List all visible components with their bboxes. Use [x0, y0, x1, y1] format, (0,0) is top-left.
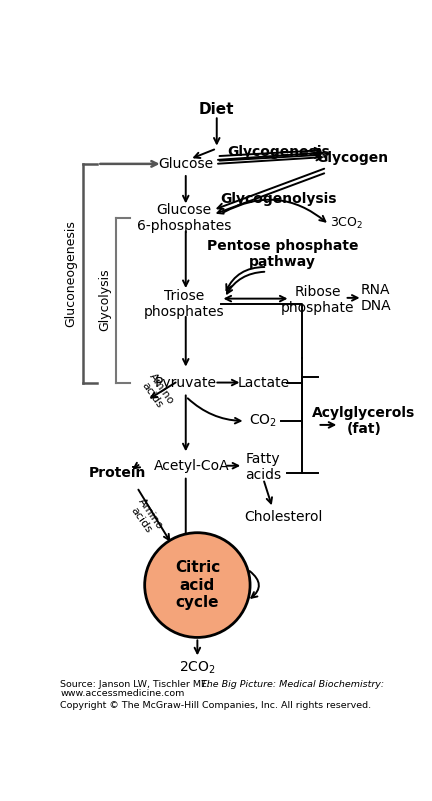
Text: Glycolysis: Glycolysis: [98, 269, 111, 332]
Text: Pyruvate: Pyruvate: [155, 376, 217, 389]
Circle shape: [145, 533, 250, 638]
Text: Amino
acids: Amino acids: [138, 371, 176, 413]
Text: Triose
phosphates: Triose phosphates: [144, 289, 225, 319]
Text: Glucose: Glucose: [158, 157, 213, 171]
Text: Fatty
acids: Fatty acids: [245, 452, 281, 482]
Text: Ribose
phosphate: Ribose phosphate: [281, 285, 354, 316]
Text: Amino
acids: Amino acids: [127, 497, 165, 538]
Text: Acetyl-CoA: Acetyl-CoA: [154, 459, 230, 473]
Text: CO$_2$: CO$_2$: [249, 413, 277, 429]
Text: Source: Janson LW, Tischler ME:: Source: Janson LW, Tischler ME:: [60, 680, 213, 689]
Text: RNA
DNA: RNA DNA: [360, 283, 391, 313]
Text: 2CO$_2$: 2CO$_2$: [179, 659, 216, 676]
Text: Diet: Diet: [199, 103, 235, 118]
Text: Gluconeogenesis: Gluconeogenesis: [64, 219, 78, 327]
Text: The Big Picture: Medical Biochemistry:: The Big Picture: Medical Biochemistry:: [201, 680, 384, 689]
Text: Copyright © The McGraw-Hill Companies, Inc. All rights reserved.: Copyright © The McGraw-Hill Companies, I…: [60, 702, 372, 710]
Text: Glucose
6-phosphates: Glucose 6-phosphates: [137, 203, 232, 233]
Text: Protein: Protein: [89, 466, 146, 481]
Text: www.accessmedicine.com: www.accessmedicine.com: [60, 689, 184, 698]
Text: Acylglycerols
(fat): Acylglycerols (fat): [312, 406, 416, 437]
Text: Pentose phosphate
pathway: Pentose phosphate pathway: [207, 239, 359, 269]
Text: Citric
acid
cycle: Citric acid cycle: [175, 560, 220, 610]
Text: Glycogenesis: Glycogenesis: [227, 144, 330, 159]
Text: Cholesterol: Cholesterol: [244, 510, 323, 525]
Text: Lactate: Lactate: [237, 376, 289, 389]
Text: Glycogenolysis: Glycogenolysis: [220, 191, 337, 206]
Text: Glycogen: Glycogen: [316, 151, 388, 165]
Text: 3CO$_2$: 3CO$_2$: [330, 215, 364, 231]
